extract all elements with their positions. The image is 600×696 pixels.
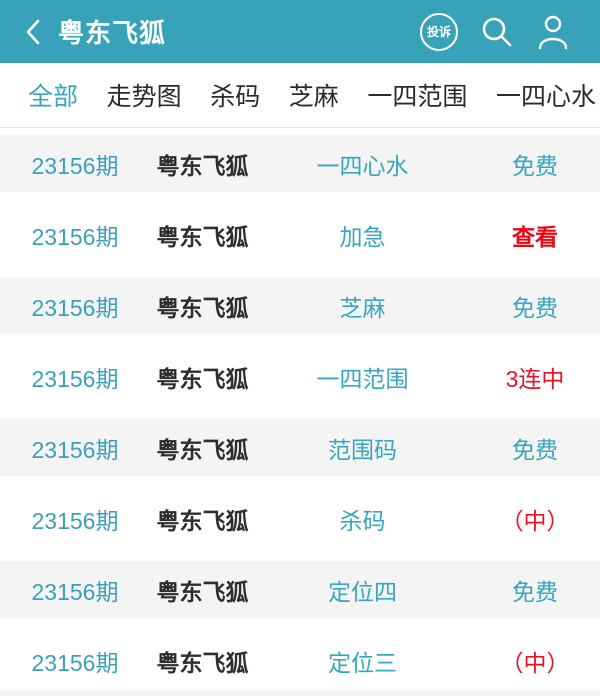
row-category: 芝麻 <box>339 294 386 321</box>
row-source: 粤东飞狐 <box>156 152 249 179</box>
table-row[interactable]: 23156期 粤东飞狐 定位四 免费 <box>0 554 600 625</box>
row-period: 23156期 <box>31 294 119 321</box>
row-status[interactable]: （中） <box>500 507 570 534</box>
header-actions: 投诉 <box>420 12 570 51</box>
tab-2[interactable]: 杀码 <box>210 83 261 111</box>
row-status[interactable]: 免费 <box>512 152 558 179</box>
tab-1[interactable]: 走势图 <box>106 83 182 111</box>
row-period: 23156期 <box>31 223 119 250</box>
row-band: 23156期 粤东飞狐 杀码 （中） <box>0 490 600 547</box>
table-row[interactable]: 23156期 粤东飞狐 一四心水 免费 <box>0 128 600 199</box>
row-band: 23156期 粤东飞狐 定位四 免费 <box>0 561 600 618</box>
table-row[interactable]: 23156期 粤东飞狐 一四范围 3连中 <box>0 341 600 412</box>
row-band: 23156期 粤东飞狐 定位三 （中） <box>0 632 600 689</box>
row-category: 一四心水 <box>316 152 409 179</box>
table-row[interactable]: 23156期 粤东飞狐 范围码 免费 <box>0 412 600 483</box>
row-period: 23156期 <box>31 152 119 179</box>
page-title: 粤东飞狐 <box>58 18 167 48</box>
row-source: 粤东飞狐 <box>156 436 249 463</box>
row-period: 23156期 <box>31 578 119 605</box>
row-source: 粤东飞狐 <box>156 507 249 534</box>
row-status[interactable]: 免费 <box>512 436 558 463</box>
row-status[interactable]: （中） <box>500 649 570 676</box>
row-status[interactable]: 查看 <box>512 223 558 250</box>
tab-3[interactable]: 芝麻 <box>288 83 339 111</box>
tips-list: 23156期 粤东飞狐 一四心水 免费 23156期 粤东飞狐 加急 查看 23… <box>0 128 600 696</box>
row-source: 粤东飞狐 <box>156 294 249 321</box>
row-category: 一四范围 <box>316 365 409 392</box>
back-button[interactable] <box>24 17 42 47</box>
row-band: 23156期 粤东飞狐 芝麻 免费 <box>0 277 600 334</box>
row-band: 23156期 粤东飞狐 一四心水 免费 <box>0 135 600 192</box>
person-icon <box>536 14 570 50</box>
row-period: 23156期 <box>31 436 119 463</box>
row-category: 加急 <box>339 223 386 250</box>
row-band: 23156期 粤东飞狐 加急 查看 <box>0 206 600 263</box>
row-period: 23156期 <box>31 365 119 392</box>
complaint-badge-button[interactable]: 投诉 <box>420 12 458 51</box>
profile-button[interactable] <box>536 14 570 50</box>
search-icon <box>480 15 514 49</box>
row-status[interactable]: 免费 <box>512 578 558 605</box>
row-source: 粤东飞狐 <box>156 578 249 605</box>
row-category: 杀码 <box>339 507 386 534</box>
row-period: 23156期 <box>31 649 119 676</box>
tab-5[interactable]: 一四心水 <box>495 83 596 111</box>
row-category: 定位四 <box>328 578 397 605</box>
table-row[interactable]: 23156期 粤东飞狐 定位三 （中） <box>0 625 600 696</box>
row-band: 23156期 粤东飞狐 一四范围 3连中 <box>0 348 600 405</box>
table-row[interactable]: 23156期 粤东飞狐 芝麻 免费 <box>0 270 600 341</box>
search-button[interactable] <box>480 15 514 49</box>
row-source: 粤东飞狐 <box>156 365 249 392</box>
row-source: 粤东飞狐 <box>156 223 249 250</box>
row-period: 23156期 <box>31 507 119 534</box>
tab-0[interactable]: 全部 <box>28 83 79 111</box>
app-header: 粤东飞狐 投诉 <box>0 0 600 63</box>
table-row[interactable]: 23156期 粤东飞狐 杀码 （中） <box>0 483 600 554</box>
next-row-peek <box>0 690 600 696</box>
chevron-left-icon <box>24 17 42 47</box>
row-category: 范围码 <box>328 436 397 463</box>
row-status[interactable]: 3连中 <box>505 365 565 392</box>
row-status[interactable]: 免费 <box>512 294 558 321</box>
category-tabbar: 全部 走势图 杀码 芝麻 一四范围 一四心水 <box>0 63 600 128</box>
row-category: 定位三 <box>328 649 397 676</box>
tab-4[interactable]: 一四范围 <box>367 83 468 111</box>
table-row[interactable]: 23156期 粤东飞狐 加急 查看 <box>0 199 600 270</box>
row-source: 粤东飞狐 <box>156 649 249 676</box>
row-band: 23156期 粤东飞狐 范围码 免费 <box>0 419 600 476</box>
